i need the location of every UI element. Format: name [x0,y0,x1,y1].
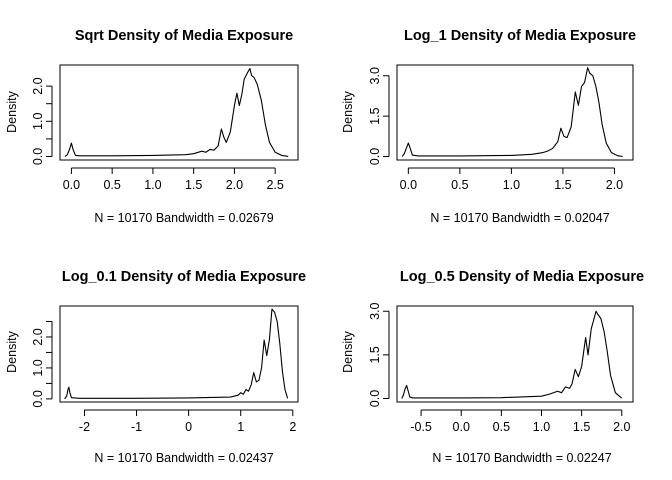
y-tick-label: 0.0 [368,390,382,407]
panel-title: Log_0.5 Density of Media Exposure [400,269,644,285]
x-tick-label: 0.0 [453,420,470,434]
plot-frame [59,64,299,161]
x-tick-label: 2 [289,420,296,434]
panel-log01: Log_0.1 Density of Media Exposure N = 10… [5,269,306,465]
x-tick-label: 2.0 [606,178,623,192]
x-tick-label: 0.0 [63,178,80,192]
x-tick-label: 1.0 [503,178,520,192]
y-axis-label: Density [5,90,19,132]
density-curve [401,67,623,158]
x-tick-label: 0.0 [400,178,417,192]
panel-log1: Log_1 Density of Media Exposure N = 1017… [341,28,636,225]
x-tick-label: -2 [79,420,90,434]
x-tick-label: 2.5 [266,178,283,192]
y-tick-label: 1.0 [31,113,45,130]
x-tick-label: 0.5 [103,178,120,192]
plot-frame [396,64,634,161]
y-tick-label: 1.0 [31,359,45,376]
density-curve [401,310,623,399]
x-tick-label: 1.5 [573,420,590,434]
x-axis-label: N = 10170 Bandwidth = 0.02437 [94,451,273,465]
y-axis-label: Density [5,330,19,372]
panel-title: Log_1 Density of Media Exposure [404,28,636,44]
x-tick-label: 2.0 [613,420,630,434]
plot-frame [396,305,634,403]
density-curve [64,308,289,400]
x-tick-label: 1.0 [533,420,550,434]
plot-frame [59,305,299,403]
panel-sqrt: Sqrt Density of Media Exposure N = 10170… [5,28,299,225]
x-tick-label: 0.5 [493,420,510,434]
y-tick-label: 0.0 [31,148,45,165]
x-tick-label: 1.0 [144,178,161,192]
panel-title: Log_0.1 Density of Media Exposure [62,269,306,285]
panel-log05: Log_0.5 Density of Media Exposure N = 10… [341,269,644,465]
x-tick-label: -0.5 [410,420,432,434]
x-tick-label: 1.5 [554,178,571,192]
x-tick-label: 0 [185,420,192,434]
density-curve [64,67,289,158]
x-tick-label: 1 [237,420,244,434]
y-tick-label: 3.0 [368,67,382,84]
panel-title: Sqrt Density of Media Exposure [75,28,293,44]
y-axis-label: Density [341,330,355,372]
y-tick-label: 1.5 [368,346,382,363]
x-tick-label: 1.5 [185,178,202,192]
y-tick-label: 1.5 [368,107,382,124]
x-tick-label: 0.5 [451,178,468,192]
x-axis-label: N = 10170 Bandwidth = 0.02047 [430,211,609,225]
y-tick-label: 2.0 [31,328,45,345]
x-tick-label: -1 [131,420,142,434]
y-tick-label: 3.0 [368,303,382,320]
x-axis-label: N = 10170 Bandwidth = 0.02247 [432,451,611,465]
y-tick-label: 0.0 [368,148,382,165]
y-tick-label: 0.0 [31,390,45,407]
y-tick-label: 2.0 [31,77,45,94]
x-axis-label: N = 10170 Bandwidth = 0.02679 [94,211,273,225]
x-tick-label: 2.0 [226,178,243,192]
y-axis-label: Density [341,90,355,132]
